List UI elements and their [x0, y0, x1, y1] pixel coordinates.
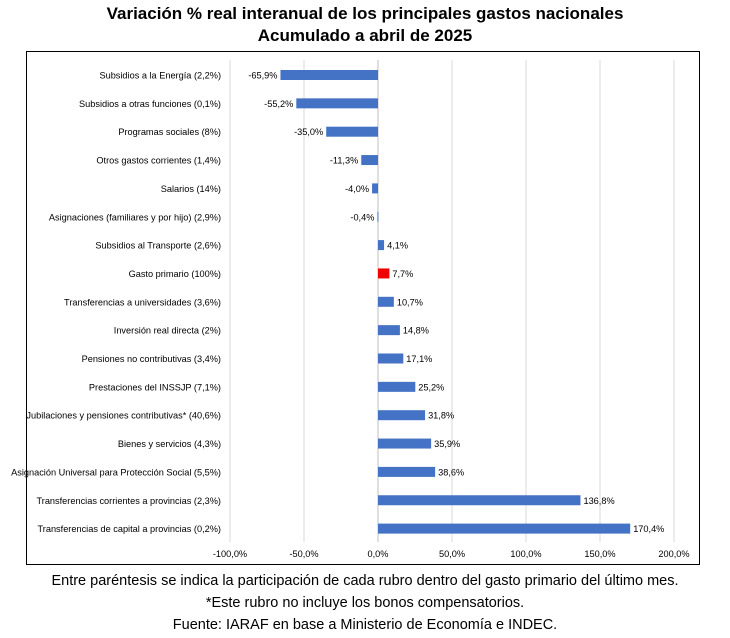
- category-label: Pensiones no contributivas (3,4%): [82, 354, 221, 364]
- x-tick-label: 100,0%: [510, 549, 541, 559]
- data-label: -35,0%: [294, 127, 323, 137]
- x-tick-label: 150,0%: [584, 549, 615, 559]
- x-tick-label: 200,0%: [658, 549, 689, 559]
- bar: [280, 70, 378, 80]
- category-label: Bienes y servicios (4,3%): [118, 439, 221, 449]
- bar: [378, 410, 426, 421]
- category-label: Transferencias a universidades (3,6%): [64, 297, 221, 307]
- data-label: 7,7%: [392, 269, 413, 279]
- data-label: -65,9%: [248, 71, 277, 81]
- category-label: Gasto primario (100%): [129, 269, 221, 279]
- chart-title: Variación % real interanual de los princ…: [106, 4, 624, 23]
- bar: [378, 268, 390, 279]
- chart-subtitle: Acumulado a abril de 2025: [257, 26, 473, 45]
- bar: [378, 381, 416, 392]
- note-participation: Entre paréntesis se indica la participac…: [51, 573, 679, 589]
- bar: [378, 466, 436, 477]
- chart-frame: [26, 51, 700, 565]
- category-label: Asignación Universal para Protección Soc…: [11, 467, 221, 477]
- bar: [377, 211, 379, 222]
- bar: [361, 155, 378, 166]
- category-label: Subsidios a la Energía (2,2%): [99, 71, 221, 81]
- category-label: Transferencias corrientes a provincias (…: [36, 496, 221, 506]
- data-label: 31,8%: [428, 411, 454, 421]
- bar: [378, 240, 385, 251]
- bar: [378, 296, 394, 307]
- bar: [296, 98, 378, 109]
- data-label: -0,4%: [350, 212, 374, 222]
- data-label: 14,8%: [403, 326, 429, 336]
- category-label: Salarios (14%): [161, 184, 221, 194]
- x-tick-label: -100,0%: [213, 549, 247, 559]
- category-label: Subsidios al Transporte (2,6%): [95, 241, 221, 251]
- data-label: 38,6%: [438, 467, 464, 477]
- category-label: Inversión real directa (2%): [114, 326, 221, 336]
- data-label: 17,1%: [406, 354, 432, 364]
- bar: [372, 183, 378, 194]
- data-label: 4,1%: [387, 241, 408, 251]
- data-label: 25,2%: [418, 382, 444, 392]
- data-label: 170,4%: [633, 524, 664, 534]
- data-label: -11,3%: [330, 156, 358, 166]
- x-tick-label: -50,0%: [289, 549, 318, 559]
- category-label: Programas sociales (8%): [118, 127, 221, 137]
- data-label: 10,7%: [397, 297, 423, 307]
- category-label: Jubilaciones y pensiones contributivas* …: [26, 411, 221, 421]
- note-source: Fuente: IARAF en base a Ministerio de Ec…: [172, 617, 558, 633]
- note-footnote: *Este rubro no incluye los bonos compens…: [205, 595, 525, 611]
- category-label: Transferencias de capital a provincias (…: [38, 524, 222, 534]
- bar: [378, 438, 432, 449]
- category-label: Otros gastos corrientes (1,4%): [96, 156, 221, 166]
- category-label: Prestaciones del INSSJP (7,1%): [89, 382, 221, 392]
- data-label: -4,0%: [345, 184, 369, 194]
- bar: [378, 353, 404, 364]
- data-label: -55,2%: [264, 99, 293, 109]
- x-tick-label: 0,0%: [368, 549, 389, 559]
- bar: [326, 126, 378, 137]
- category-label: Subsidios a otras funciones (0,1%): [79, 99, 221, 109]
- data-label: 136,8%: [583, 496, 614, 506]
- bar: [378, 325, 400, 336]
- category-label: Asignaciones (familiares y por hijo) (2,…: [49, 212, 221, 222]
- bar: [378, 495, 581, 506]
- data-label: 35,9%: [434, 439, 460, 449]
- bar: [378, 523, 631, 534]
- x-tick-label: 50,0%: [439, 549, 465, 559]
